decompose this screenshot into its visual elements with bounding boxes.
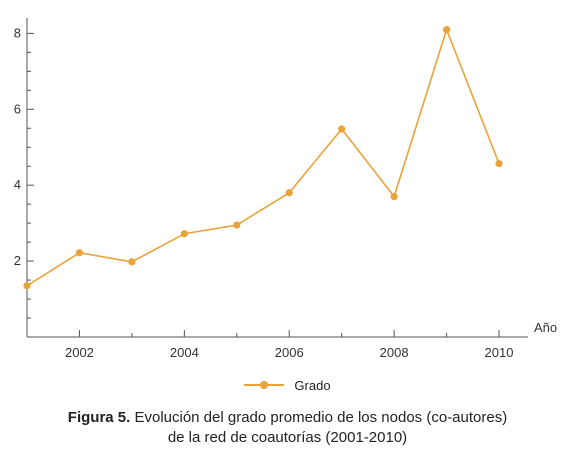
- x-tick-label-2004: 2004: [170, 345, 199, 360]
- x-tick-label-2006: 2006: [275, 345, 304, 360]
- data-point-2010: [495, 159, 503, 168]
- chart-legend: Grado: [0, 374, 575, 396]
- series-line-grado: [26, 28, 500, 287]
- y-tick-label-6: 6: [14, 101, 21, 116]
- data-point-2004: [180, 230, 188, 238]
- x-tick-label-2002: 2002: [65, 345, 94, 360]
- y-tick-label-8: 8: [14, 25, 21, 40]
- caption-line-1: Evolución del grado promedio de los nodo…: [130, 409, 508, 426]
- line-chart: 2002 2004 2006 2008 2010 2 4 6 8 Año: [14, 18, 557, 360]
- data-point-2008: [390, 192, 398, 201]
- y-tick-label-4: 4: [14, 177, 21, 192]
- caption-line-2: de la red de coautorías (2001-2010): [167, 429, 408, 446]
- figure-caption: Figura 5. Evolución del grado promedio d…: [0, 408, 575, 448]
- data-point-2002: [75, 249, 84, 257]
- data-point-2005: [233, 221, 241, 229]
- data-point-2009: [442, 25, 451, 34]
- chart-axes: 2002 2004 2006 2008 2010 2 4 6 8 Año: [14, 18, 557, 360]
- legend-label-grado: Grado: [294, 377, 331, 393]
- data-point-2006: [285, 189, 293, 197]
- data-point-2001: [23, 282, 31, 290]
- data-point-2007: [338, 125, 346, 133]
- chart-series: [23, 25, 503, 290]
- y-tick-label-2: 2: [14, 253, 21, 268]
- data-point-2003: [128, 258, 136, 266]
- caption-figure-label: Figura 5.: [67, 409, 131, 426]
- x-tick-label-2008: 2008: [380, 345, 409, 360]
- legend-swatch-grado: [244, 379, 285, 391]
- x-axis-label: Año: [534, 320, 557, 335]
- x-tick-label-2010: 2010: [485, 345, 514, 360]
